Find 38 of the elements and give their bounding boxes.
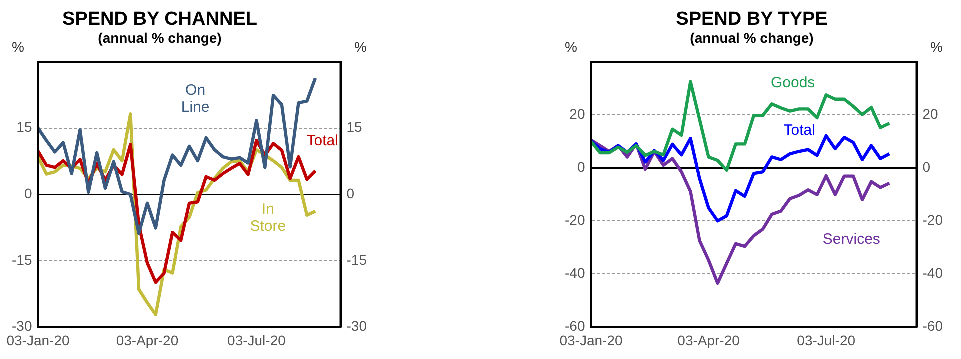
y-tick-label: -20: [565, 212, 586, 228]
x-tick-label: 03-Jan-20: [560, 332, 623, 348]
chart-subtitle: (annual % change): [98, 30, 222, 46]
x-tick-label: 03-Jan-20: [6, 332, 70, 348]
text: Services: [822, 230, 880, 248]
y2-tick-label: 0: [922, 158, 931, 175]
y-tick-label: -15: [12, 252, 32, 268]
series-label: Total: [784, 122, 816, 140]
series-label: On Line: [181, 82, 210, 116]
y-axis-title: %: [12, 38, 24, 55]
y2-axis-title: %: [354, 38, 367, 55]
y2-tick-label: 20: [922, 106, 939, 122]
y-tick-label: 0: [24, 185, 32, 202]
y-tick-label: 15: [16, 119, 32, 136]
y-tick-label: 20: [570, 106, 586, 122]
chart-title: SPEND BY CHANNEL: [62, 9, 258, 30]
y-tick-label: 0: [577, 158, 586, 175]
y2-tick-label: -40: [922, 265, 944, 282]
y2-axis-title: %: [930, 38, 943, 55]
x-tick-label: 03-Apr-20: [678, 332, 740, 348]
y2-tick-label: -15: [346, 252, 368, 268]
y-tick-label: -60: [565, 318, 586, 334]
y-tick-label: -30: [12, 318, 32, 334]
x-tick-label: 03-Jul-20: [228, 332, 286, 348]
series-label: Goods: [770, 74, 816, 92]
y-axis-title: %: [565, 38, 578, 55]
x-tick-label: 03-Jul-20: [797, 332, 856, 348]
y2-tick-label: -30: [346, 318, 368, 334]
y2-tick-label: -60: [922, 318, 944, 334]
y-tick-label: -40: [565, 265, 586, 282]
chart-subtitle: (annual % change): [689, 30, 815, 46]
x-tick-label: 03-Apr-20: [116, 332, 179, 348]
y2-tick-label: 0: [346, 185, 355, 202]
y2-tick-label: 15: [346, 119, 363, 136]
y2-tick-label: -20: [922, 212, 944, 228]
series-label: Total: [306, 132, 338, 150]
series-label: In Store: [250, 201, 286, 236]
chart-title: SPEND BY TYPE: [675, 9, 829, 30]
